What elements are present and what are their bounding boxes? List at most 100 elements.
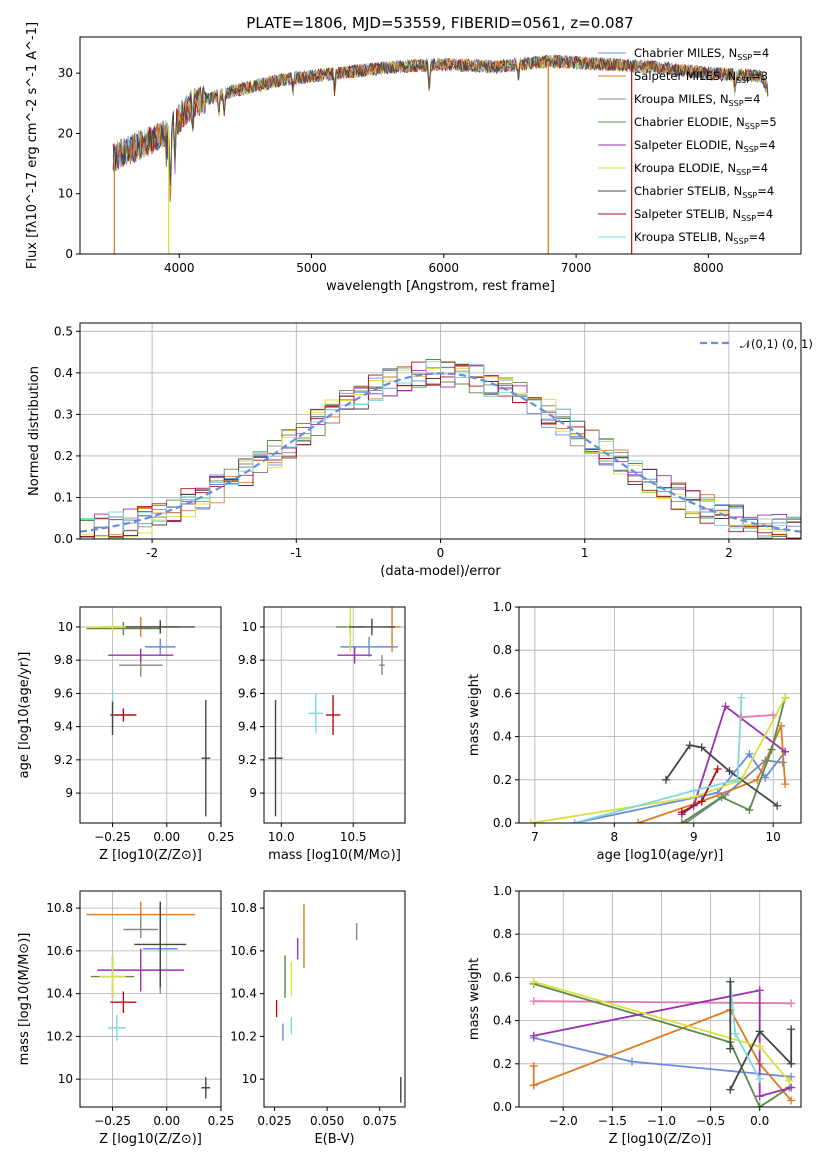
legend-text: Salpeter ELODIE, N xyxy=(634,138,744,152)
x-tick-label: 8 xyxy=(611,830,619,844)
weight-marker xyxy=(713,765,722,773)
weight-marker xyxy=(697,797,706,806)
y-axis-label: mass [log10(M/M⊙)] xyxy=(17,933,32,1066)
y-tick-label: 9.6 xyxy=(238,686,257,700)
plot-area xyxy=(268,607,401,817)
x-tick-label: 0 xyxy=(437,546,445,560)
weight-series-line xyxy=(533,983,790,1107)
x-tick-label: −0.25 xyxy=(94,830,131,844)
weight-marker xyxy=(785,1077,794,1086)
spectrum-line xyxy=(112,54,769,186)
x-tick-label: −1.0 xyxy=(647,1114,676,1128)
y-tick-label: 9 xyxy=(249,786,257,800)
y-tick-label: 10.2 xyxy=(46,1029,73,1043)
x-tick-label: 9 xyxy=(690,830,698,844)
x-axis-label: mass [log10(M/M⊙)] xyxy=(268,848,401,863)
weight-marker xyxy=(737,713,746,722)
weight-marker xyxy=(689,786,698,795)
weight-marker xyxy=(526,819,535,823)
legend-subscript: SSP xyxy=(742,191,757,200)
legend-entry: Salpeter MILES, NSSP=3 xyxy=(634,69,768,85)
weight-marker xyxy=(781,747,790,756)
y-tick-label: 10.6 xyxy=(46,944,73,958)
y-tick-label: 9.2 xyxy=(238,753,257,767)
weight-vs-Z-axes: −2.0 −1.5 −1.0 −0.5 0.0 0.0 0.2 0.4 0.6 0.8 1.0 Z [… xyxy=(467,884,802,1147)
legend-subscript: SSP xyxy=(736,76,751,85)
weight-series-line xyxy=(574,697,743,823)
normal-curve xyxy=(80,372,801,533)
weight-marker xyxy=(755,1042,764,1051)
legend-text: Kroupa MILES, N xyxy=(634,92,729,106)
chart-title: PLATE=1806, MJD=53559, FIBERID=0561, z=0… xyxy=(246,14,633,32)
plot-area xyxy=(86,616,211,817)
y-tick-label: 0.0 xyxy=(54,532,73,546)
y-axis-label: mass weight xyxy=(467,674,482,756)
x-axis-label: Z [log10(Z/Z⊙)] xyxy=(99,848,202,863)
weight-marker xyxy=(787,1025,796,1034)
y-tick-label: 9.4 xyxy=(54,720,73,734)
weight-marker xyxy=(737,693,746,702)
weight-marker xyxy=(677,808,686,817)
y-tick-label: 10.2 xyxy=(230,1029,257,1043)
y-tick-label: 9 xyxy=(65,786,73,800)
x-tick-label: 0.0 xyxy=(750,1114,769,1128)
y-tick-label: 9.6 xyxy=(54,686,73,700)
axes-frame xyxy=(518,606,802,824)
axes-frame xyxy=(79,322,802,540)
x-tick-label: 0.00 xyxy=(153,830,180,844)
spectrum-axes: 4000 5000 6000 7000 8000 0 10 20 30 wavelength [A… xyxy=(25,22,802,294)
y-axis-label: mass weight xyxy=(467,958,482,1040)
y-tick-label: 9.2 xyxy=(54,753,73,767)
y-tick-label: 1.0 xyxy=(493,884,512,898)
y-tick-label: 0.2 xyxy=(493,773,512,787)
x-tick-label: 0.075 xyxy=(363,1114,397,1128)
legend-subscript: SSP xyxy=(729,99,744,108)
legend-tail: =5 xyxy=(760,115,777,129)
legend-entry: Chabrier ELODIE, NSSP=5 xyxy=(634,115,777,131)
axes-frame xyxy=(263,606,406,824)
weight-marker xyxy=(697,743,706,752)
weight-marker xyxy=(529,1081,538,1090)
x-tick-label: −2.0 xyxy=(549,1114,578,1128)
legend-subscript: SSP xyxy=(734,237,749,246)
x-tick-label: 5000 xyxy=(296,261,327,275)
weight-marker xyxy=(787,1096,796,1105)
weight-series-line xyxy=(681,704,786,816)
y-tick-label: 10.4 xyxy=(46,987,73,1001)
legend-entry: Chabrier STELIB, NSSP=4 xyxy=(634,184,774,200)
legend-tail: =4 xyxy=(744,92,761,106)
y-axis-label: Flux [fλ10^-17 erg cm^-2 s^-1 A^-1] xyxy=(25,22,40,269)
weight-marker xyxy=(781,780,790,789)
legend-text: Salpeter MILES, N xyxy=(634,69,736,83)
weight-series-line xyxy=(530,697,786,823)
weight-series-line xyxy=(729,1029,793,1091)
y-tick-label: 0.6 xyxy=(493,970,512,984)
legend-tail: =4 xyxy=(757,184,774,198)
weight-marker xyxy=(733,775,742,784)
y-tick-label: 0.8 xyxy=(493,643,512,657)
weight-marker xyxy=(627,1057,636,1066)
y-tick-label: 0 xyxy=(65,247,73,261)
x-tick-label: 0.025 xyxy=(257,1114,291,1128)
plot-area xyxy=(275,903,402,1103)
y-tick-label: 0.4 xyxy=(54,366,73,380)
x-tick-label: −0.25 xyxy=(94,1114,131,1128)
weight-marker xyxy=(787,999,796,1008)
legend-entry: Salpeter ELODIE, NSSP=4 xyxy=(634,138,776,154)
x-axis-label: Z [log10(Z/Z⊙)] xyxy=(99,1132,202,1147)
plot-area xyxy=(112,54,769,254)
legend-entry: Salpeter STELIB, NSSP=4 xyxy=(634,207,773,223)
x-tick-label: 10 xyxy=(766,830,781,844)
plot-area xyxy=(80,359,801,539)
plot-area xyxy=(526,693,790,823)
legend-text: Chabrier MILES, N xyxy=(634,46,737,60)
weight-marker xyxy=(570,819,579,823)
residuals-axes: -2 -1 0 1 2 0.0 0.1 0.2 0.3 0.4 0.5 (data-model)/er… xyxy=(27,322,802,579)
y-tick-label: 0.4 xyxy=(493,1014,512,1028)
legend-tail: =4 xyxy=(752,46,769,60)
legend-subscript: SSP xyxy=(737,53,752,62)
y-tick-label: 0.0 xyxy=(493,1100,512,1114)
legend-entry: Kroupa MILES, NSSP=4 xyxy=(634,92,760,108)
plot-area xyxy=(529,977,796,1107)
age-vs-Z-axes: −0.25 0.00 0.25 9 9.2 9.4 9.6 9.8 10 Z [log10(Z/Z… xyxy=(17,606,234,863)
